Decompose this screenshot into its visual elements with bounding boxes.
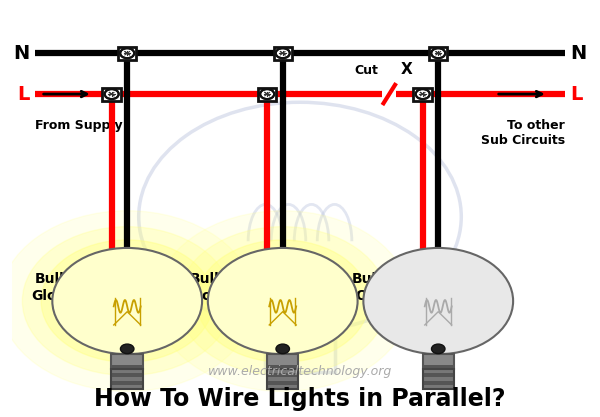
- Bar: [112, 354, 143, 369]
- Bar: [267, 373, 298, 377]
- Text: How To Wire Lights in Parallel?: How To Wire Lights in Parallel?: [94, 387, 506, 410]
- Circle shape: [22, 227, 232, 375]
- Bar: [112, 381, 143, 385]
- Circle shape: [260, 89, 274, 99]
- Text: Bulb
OFF: Bulb OFF: [352, 272, 386, 304]
- Text: N: N: [13, 44, 29, 63]
- Bar: [422, 377, 454, 381]
- Bar: [267, 377, 298, 381]
- Bar: [265, 323, 335, 372]
- Bar: [112, 385, 143, 389]
- Text: To other
Sub Circuits: To other Sub Circuits: [481, 118, 565, 147]
- Text: Cut: Cut: [354, 64, 378, 77]
- Circle shape: [120, 48, 134, 58]
- Bar: [422, 365, 454, 369]
- Circle shape: [208, 248, 358, 354]
- Text: L: L: [571, 85, 583, 103]
- Bar: [112, 365, 143, 369]
- Bar: [103, 88, 121, 100]
- Circle shape: [0, 211, 254, 392]
- Bar: [112, 373, 143, 377]
- Text: X: X: [401, 62, 413, 77]
- Bar: [267, 385, 298, 389]
- Text: From Supply: From Supply: [35, 118, 122, 132]
- Bar: [112, 369, 143, 373]
- Circle shape: [121, 344, 134, 354]
- Bar: [413, 88, 432, 100]
- Circle shape: [431, 48, 445, 58]
- Text: L: L: [17, 85, 29, 103]
- Bar: [422, 354, 454, 369]
- Text: www.electricaltechnology.org: www.electricaltechnology.org: [208, 365, 392, 379]
- Circle shape: [276, 48, 290, 58]
- Bar: [267, 365, 298, 369]
- Circle shape: [178, 227, 388, 375]
- Bar: [422, 385, 454, 389]
- Bar: [422, 369, 454, 373]
- Bar: [267, 381, 298, 385]
- Bar: [112, 377, 143, 381]
- Bar: [118, 47, 136, 60]
- Text: Bulb
Glow: Bulb Glow: [187, 272, 225, 304]
- Circle shape: [104, 89, 119, 99]
- Bar: [274, 47, 292, 60]
- Bar: [267, 369, 298, 389]
- Bar: [267, 369, 298, 373]
- Bar: [267, 354, 298, 369]
- Circle shape: [155, 211, 410, 392]
- Bar: [258, 88, 277, 100]
- Circle shape: [41, 240, 214, 362]
- Text: N: N: [571, 44, 587, 63]
- Bar: [112, 369, 143, 389]
- Circle shape: [416, 89, 430, 99]
- Circle shape: [431, 344, 445, 354]
- Bar: [422, 381, 454, 385]
- Bar: [422, 369, 454, 389]
- Circle shape: [52, 248, 202, 354]
- Circle shape: [276, 344, 289, 354]
- Bar: [422, 373, 454, 377]
- Circle shape: [197, 240, 369, 362]
- Circle shape: [364, 248, 513, 354]
- Text: Bulb
Glow: Bulb Glow: [31, 272, 70, 304]
- Bar: [429, 47, 448, 60]
